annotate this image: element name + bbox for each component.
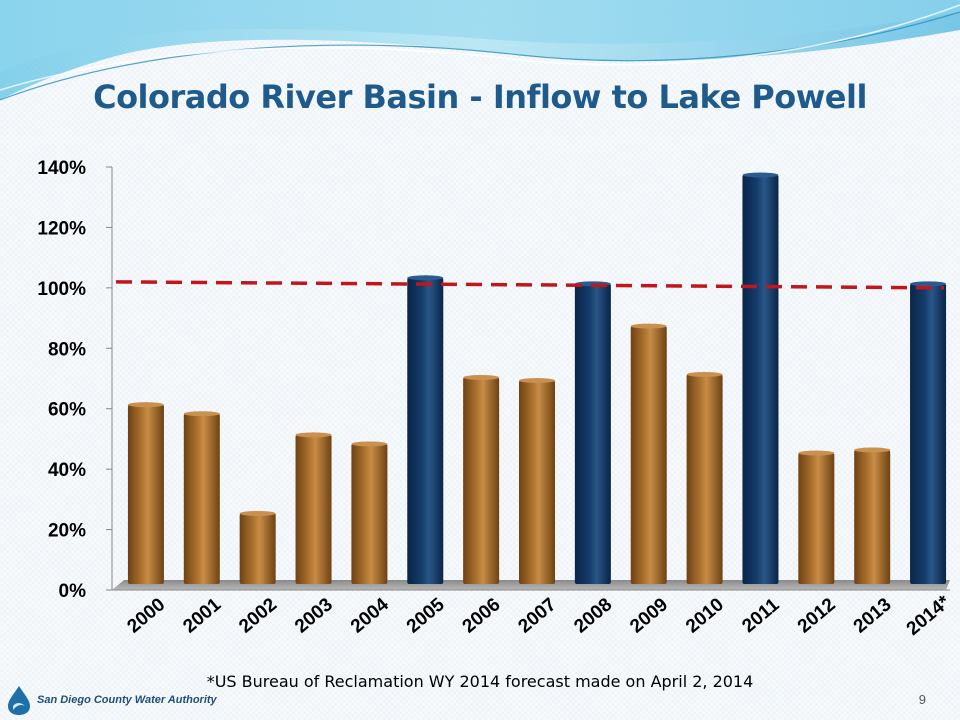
bar-top-2012 xyxy=(798,450,835,456)
reference-line-100pct xyxy=(115,280,945,290)
x-tick-label: 2002 xyxy=(235,594,281,637)
bar-2014* xyxy=(910,283,947,584)
x-tick-label: 2011 xyxy=(738,594,783,637)
logo-text: San Diego County Water Authority xyxy=(37,694,217,706)
inflow-bar-chart: 0%20%40%60%80%100%120%140%2000 2001 2002 20… xyxy=(37,158,955,640)
x-tick-label: 2007 xyxy=(515,594,561,637)
x-tick-label: 2010 xyxy=(682,594,728,637)
bar-2008 xyxy=(574,283,611,584)
bar-top-2010 xyxy=(686,371,723,377)
water-drop-logo-icon xyxy=(8,686,30,715)
x-tick-label: 2006 xyxy=(459,594,505,637)
x-tick-label: 2004 xyxy=(347,594,393,638)
y-tick-label: 0% xyxy=(59,581,87,602)
bar-2013 xyxy=(854,449,891,584)
bar-2009 xyxy=(630,326,667,584)
bar-2004 xyxy=(351,443,388,584)
y-tick-label: 20% xyxy=(48,521,86,542)
bar-top-2006 xyxy=(463,374,500,380)
bar-top-2009 xyxy=(630,323,667,329)
bar-top-2014* xyxy=(910,281,947,287)
x-tick-label: 2009 xyxy=(626,594,672,637)
y-tick-label: 140% xyxy=(37,158,86,179)
bar-top-2001 xyxy=(183,411,220,417)
bar-top-2003 xyxy=(295,432,332,438)
y-tick-label: 80% xyxy=(48,339,86,360)
bar-top-2007 xyxy=(519,378,555,383)
slide-title: Colorado River Basin - Inflow to Lake Po… xyxy=(93,78,867,116)
x-tick-label: 2001 xyxy=(179,594,225,638)
bar-2011 xyxy=(742,175,779,585)
x-tick-label: 2013 xyxy=(850,594,896,637)
bar-top-2000 xyxy=(127,402,164,408)
bar-2010 xyxy=(686,374,723,584)
bar-2005 xyxy=(407,277,444,584)
y-tick-label: 100% xyxy=(37,279,86,300)
y-tick-label: 40% xyxy=(48,460,86,481)
bar-2012 xyxy=(798,453,835,584)
bar-2002 xyxy=(239,513,276,584)
x-tick-label: 2003 xyxy=(291,594,337,637)
x-tick-label: 2008 xyxy=(570,594,616,637)
bar-2003 xyxy=(295,434,332,584)
page-number: 9 xyxy=(918,692,926,707)
bar-top-2011 xyxy=(742,172,779,178)
organization-logo: San Diego County Water Authority xyxy=(4,684,217,716)
y-tick-label: 120% xyxy=(37,218,86,239)
x-tick-label: 2014* xyxy=(903,591,955,639)
bar-top-2013 xyxy=(854,447,891,453)
bar-2007 xyxy=(519,380,555,584)
x-tick-label: 2000 xyxy=(123,594,169,637)
header-wave-decoration xyxy=(0,0,960,101)
bar-2006 xyxy=(463,377,500,584)
bar-top-2005 xyxy=(407,275,444,281)
bar-2000 xyxy=(127,404,164,584)
x-tick-label: 2005 xyxy=(403,594,449,638)
x-tick-label: 2012 xyxy=(794,594,840,637)
y-tick-label: 60% xyxy=(48,400,86,421)
bar-top-2004 xyxy=(351,441,388,447)
bar-top-2002 xyxy=(239,510,276,516)
footnote: *US Bureau of Reclamation WY 2014 foreca… xyxy=(206,672,754,691)
bar-2001 xyxy=(183,413,220,584)
